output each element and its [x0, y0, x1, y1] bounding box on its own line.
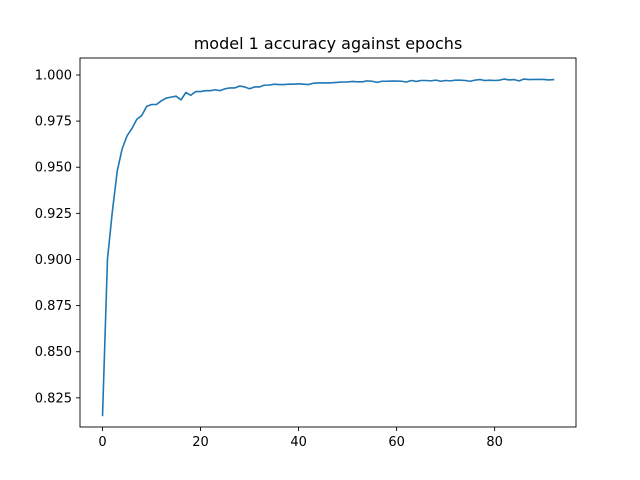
chart-title: model 1 accuracy against epochs — [194, 34, 463, 53]
y-tick-label-6: 0.975 — [35, 115, 72, 130]
x-tick-label-80: 80 — [486, 435, 503, 450]
y-tick-label-3: 0.900 — [35, 253, 72, 268]
y-tick-label-5: 0.950 — [35, 161, 72, 176]
y-tick-label-7: 1.000 — [35, 68, 72, 83]
x-tick-label-40: 40 — [290, 435, 307, 450]
y-tick-label-2: 0.875 — [35, 299, 72, 314]
x-tick-label-20: 20 — [192, 435, 209, 450]
y-tick-label-4: 0.925 — [35, 207, 72, 222]
series-line-0 — [101, 78, 555, 417]
plot-area: 0 20 40 60 80 0.825 0.850 0.875 0.900 0.925 0.950 0… — [35, 57, 577, 450]
axes-frame — [79, 57, 577, 428]
x-tick-label-60: 60 — [388, 435, 405, 450]
y-tick-label-0: 0.825 — [35, 391, 72, 406]
x-tick-label-0: 0 — [98, 435, 106, 450]
y-tick-label-1: 0.850 — [35, 345, 72, 360]
